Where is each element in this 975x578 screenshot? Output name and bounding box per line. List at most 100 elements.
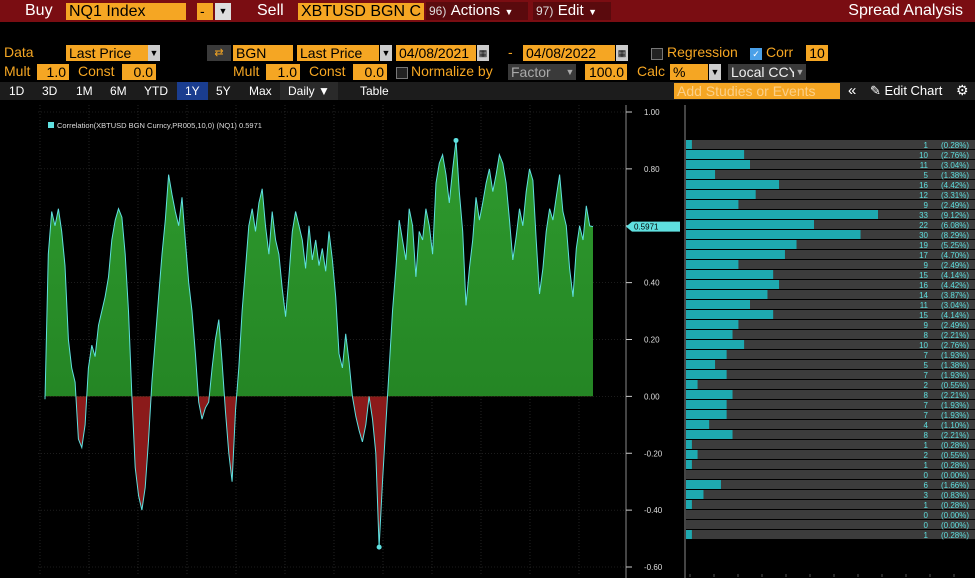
end-date-field[interactable]: 04/08/2022 [523,45,615,61]
start-date-field[interactable]: 04/08/2021 [396,45,476,61]
regression-checkbox[interactable] [651,48,663,60]
histogram-pct: (0.28%) [941,141,969,150]
histogram-bar [686,180,780,189]
data-dropdown-icon[interactable]: ▼ [148,45,160,61]
histogram-bar [686,400,727,409]
date-dash: - [508,44,513,60]
histogram-row-bg [686,380,975,389]
histogram-pct: (8.29%) [941,231,969,240]
histogram-count: 8 [924,391,929,400]
tab-3d[interactable]: 3D [42,84,58,98]
histogram-row-bg [686,470,975,479]
histogram-bar [686,170,716,179]
source-dropdown-icon[interactable]: ▼ [380,45,392,61]
actions-button[interactable]: 96) Actions ▼ [426,2,528,20]
histogram-row-bg [686,370,975,379]
data-field[interactable]: Last Price [66,45,148,61]
histogram-count: 11 [920,301,929,310]
histogram-count: 1 [924,461,929,470]
factor-value-field[interactable]: 100.0 [585,64,627,80]
factor-field[interactable]: Factor [508,64,564,80]
edit-button[interactable]: 97) Edit ▼ [533,2,611,20]
histogram-count: 0 [924,471,929,480]
mult2-label: Mult [233,63,260,79]
histogram-row-bg [686,360,975,369]
collapse-icon[interactable]: « [848,82,857,99]
histogram-bar [686,150,745,159]
histogram-row-bg [686,390,975,399]
currency-dropdown-icon[interactable]: ▼ [794,64,806,80]
histogram-pct: (2.76%) [941,151,969,160]
ticker1-field[interactable]: NQ1 Index [66,3,186,20]
tab-max[interactable]: Max [249,84,272,98]
histogram-count: 1 [924,141,929,150]
histogram-row-bg [686,280,975,289]
tab-5y[interactable]: 5Y [216,84,231,98]
histogram-bar [686,230,861,239]
histogram-pct: (9.12%) [941,211,969,220]
corr-checkbox[interactable]: ✓ [750,48,762,60]
min-marker [376,544,382,550]
ticker2-field[interactable]: XBTUSD BGN C [298,3,424,20]
tab-ytd[interactable]: YTD [144,84,168,98]
histogram-count: 1 [924,441,929,450]
const-field[interactable]: 0.0 [122,64,156,80]
source-field-value[interactable]: Last Price [297,45,379,61]
histogram-count: 5 [924,361,929,370]
histogram-count: 4 [924,421,929,430]
histogram-pct: (1.93%) [941,401,969,410]
histogram-count: 7 [924,411,929,420]
tab-6m[interactable]: 6M [110,84,127,98]
histogram-row-bg [686,340,975,349]
histogram-row-bg [686,260,975,269]
histogram-bar [686,330,733,339]
mult2-field[interactable]: 1.0 [266,64,300,80]
histogram-count: 2 [924,451,929,460]
gear-icon[interactable]: ⚙ [956,82,969,98]
params-row: Mult 1.0 Const 0.0 Mult 1.0 Const 0.0 No… [0,63,975,81]
edit-chart-label: Edit Chart [884,83,943,98]
histogram-row-bg [686,410,975,419]
start-calendar-icon[interactable]: ▦ [477,45,489,61]
currency-field[interactable]: Local CCY [728,64,798,80]
swap-icon[interactable]: ⇄ [207,45,231,61]
histogram-count: 19 [919,241,928,250]
factor-dropdown-icon[interactable]: ▼ [564,64,576,80]
const2-label: Const [309,63,346,79]
histogram-pct: (0.00%) [941,521,969,530]
histogram-count: 16 [919,281,928,290]
table-button[interactable]: Table [360,84,389,98]
histogram-bar [686,320,739,329]
histogram-pct: (0.28%) [941,531,969,540]
histogram-count: 7 [924,351,929,360]
period-tabs: 1D 3D 1M 6M YTD 1Y 5Y Max Daily ▼ Table … [0,82,975,100]
histogram-pct: (3.04%) [941,301,969,310]
histogram-row-bg [686,460,975,469]
studies-input[interactable]: Add Studies or Events [674,83,840,99]
histogram-pct: (0.28%) [941,461,969,470]
histogram-row-bg [686,480,975,489]
histogram-pct: (2.49%) [941,201,969,210]
histogram-bar [686,200,739,209]
end-calendar-icon[interactable]: ▦ [616,45,628,61]
histogram-count: 1 [924,531,929,540]
normalize-checkbox[interactable] [396,67,408,79]
source-field[interactable]: BGN [233,45,293,61]
y-tick-label: -0.20 [644,449,663,458]
edit-chart-button[interactable]: ✎ Edit Chart [870,83,942,99]
const2-field[interactable]: 0.0 [353,64,387,80]
histogram-row-bg [686,150,975,159]
calc-dropdown-icon[interactable]: ▼ [709,64,721,80]
histogram-row-bg [686,160,975,169]
chevron-down-icon[interactable]: ▼ [215,3,231,20]
frequency-dropdown[interactable]: Daily ▼ [280,82,338,100]
calc-field[interactable]: % [670,64,708,80]
histogram-pct: (1.38%) [941,171,969,180]
tab-1y[interactable]: 1Y [177,82,208,100]
dash-field[interactable]: - [197,3,213,20]
mult-field[interactable]: 1.0 [37,64,69,80]
histogram-pct: (4.42%) [941,181,969,190]
tab-1d[interactable]: 1D [9,84,25,98]
tab-1m[interactable]: 1M [76,84,93,98]
corr-period-field[interactable]: 10 [806,45,828,61]
